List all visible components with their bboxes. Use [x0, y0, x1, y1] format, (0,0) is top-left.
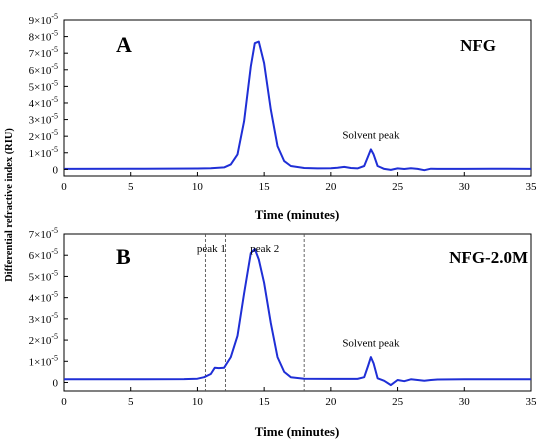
panel-b-y-tick-label: 0 [53, 378, 59, 390]
panel-a-frame [63, 19, 532, 177]
panel-a-y-tick-label: 3×10-5 [29, 112, 58, 127]
panel-b-annotation-peak2: peak 2 [250, 243, 279, 255]
panel-b-x-tick-label: 10 [192, 396, 204, 408]
panel-b-y-tick-label: 3×10-5 [29, 311, 58, 326]
panel-a-x-ticks: 0 5 10 15 20 25 30 35 [61, 172, 537, 193]
panel-b-y-ticks: 0 1×10-5 2×10-5 3×10-5 4×10-5 5×10-5 6×10-5 7×1… [29, 226, 68, 390]
panel-a-y-tick-label: 5×10-5 [29, 78, 58, 93]
panel-b-y-tick-label: 4×10-5 [29, 290, 58, 305]
panel-b-letter: B [116, 244, 131, 269]
panel-a-x-tick-label: 35 [526, 181, 538, 193]
panel-a-x-tick-label: 15 [259, 181, 271, 193]
panel-b-y-tick-label: 5×10-5 [29, 268, 58, 283]
panel-a-y-tick-label: 4×10-5 [29, 95, 58, 110]
panel-a-annotation-solvent: Solvent peak [342, 130, 400, 142]
panel-a-sample-name: NFG [460, 36, 496, 55]
panel-a-x-tick-label: 25 [392, 181, 404, 193]
panel-a-y-tick-label: 6×10-5 [29, 62, 58, 77]
panel-a-x-tick-label: 30 [459, 181, 471, 193]
panel-b-x-tick-label: 25 [392, 396, 404, 408]
panel-a-letter: A [116, 32, 132, 57]
panel-b-y-tick-label: 7×10-5 [29, 226, 58, 241]
panel-b-x-axis-label: Time (minutes) [255, 424, 340, 439]
panel-b-x-tick-label: 30 [459, 396, 471, 408]
panel-b-x-tick-label: 5 [128, 396, 134, 408]
panel-a-series-line [63, 40, 532, 172]
panel-b-frame [63, 233, 532, 392]
panel-a-x-tick-label: 20 [325, 181, 337, 193]
panel-b-y-tick-label: 2×10-5 [29, 332, 58, 347]
panel-a-y-tick-label: 1×10-5 [29, 145, 58, 160]
panel-a-x-tick-label: 10 [192, 181, 204, 193]
panel-a-annotations: Solvent peak [342, 130, 400, 142]
y-axis-label: Differential refractive index (RIU) [4, 128, 15, 282]
panel-b-annotations: peak 1 peak 2 Solvent peak [197, 243, 400, 349]
panel-b-x-tick-label: 20 [325, 396, 337, 408]
panel-a-x-tick-label: 0 [61, 181, 67, 193]
panel-a-lines [63, 40, 532, 172]
panel-a-y-tick-label: 9×10-5 [29, 12, 58, 27]
panel-a-y-ticks: 0 1×10-5 2×10-53×10-5 4×10-5 5×10-56×10-5 7×1… [29, 12, 68, 176]
panel-a-y-tick-label: 8×10-5 [29, 29, 58, 44]
panel-b-lines [64, 247, 531, 387]
panel-a-y-tick-label: 2×10-5 [29, 128, 58, 143]
panel-b-x-tick-label: 0 [61, 396, 67, 408]
panel-b-y-tick-label: 6×10-5 [29, 247, 58, 262]
panel-b-series-line [64, 247, 531, 387]
panel-b: 0 5 10 15 20 25 30 35 0 1×10-5 2×10-5 3×10-5 4×10-5… [29, 226, 537, 439]
panel-b-sample-name: NFG-2.0M [449, 248, 528, 267]
panel-a-y-tick-label: 0 [53, 164, 59, 176]
panel-b-y-tick-label: 1×10-5 [29, 353, 58, 368]
panel-b-x-tick-label: 35 [526, 396, 538, 408]
panel-a-y-tick-label: 7×10-5 [29, 45, 58, 60]
panel-a: 0 5 10 15 20 25 30 35 0 1×10-5 2×10-53×10-5 4×10-5… [29, 12, 537, 222]
panel-a-x-tick-label: 5 [128, 181, 134, 193]
panel-b-annotation-solvent: Solvent peak [342, 337, 400, 349]
panel-a-x-axis-label: Time (minutes) [255, 207, 340, 222]
panel-b-x-ticks: 0 5 10 15 20 25 30 35 [61, 387, 537, 408]
panel-b-x-tick-label: 15 [259, 396, 271, 408]
panel-b-annotation-peak1: peak 1 [197, 243, 226, 255]
